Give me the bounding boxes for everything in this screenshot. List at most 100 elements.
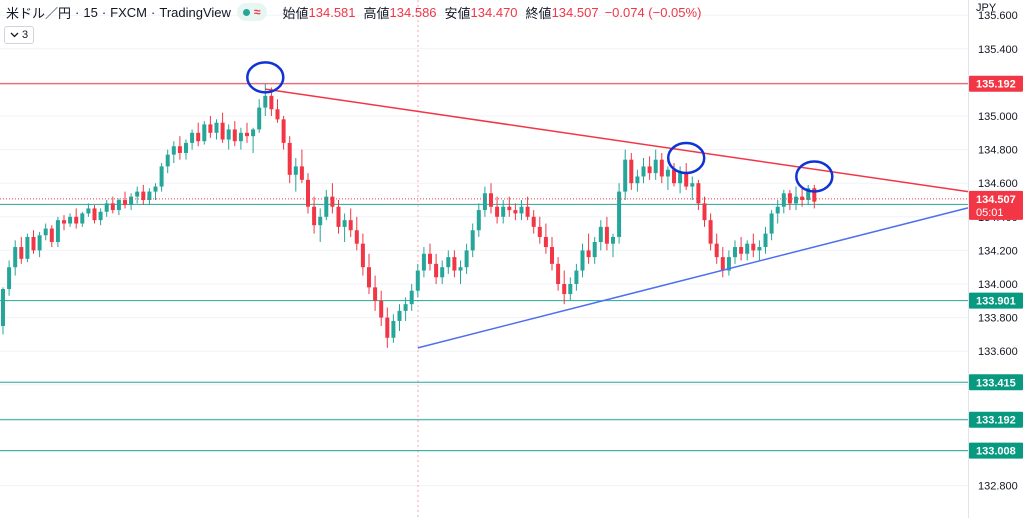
horizontal-levels (0, 83, 968, 452)
candle (360, 233, 365, 276)
price-level-tag[interactable]: 133.008 (969, 442, 1023, 459)
candle (672, 163, 676, 187)
chart-legend: 米ドル／円 · 15 · FXCM · TradingView ≈ 始値 134.… (6, 2, 701, 22)
candle-body (226, 129, 231, 140)
interval-label[interactable]: 15 (83, 4, 98, 20)
candle (1, 287, 5, 335)
candle (489, 183, 493, 214)
candle (623, 149, 628, 200)
low-value: 134.470 (470, 4, 518, 20)
candle (184, 139, 188, 160)
price-tick-label: 134.200 (978, 245, 1018, 257)
candle (336, 200, 341, 234)
candle-body (659, 159, 664, 177)
candle (702, 196, 707, 227)
candle-body (37, 235, 42, 251)
price-tick-label: 134.600 (978, 178, 1018, 190)
candle-body (184, 142, 188, 153)
candle (708, 213, 713, 251)
resistance-trendline[interactable] (265, 88, 969, 193)
candle-body (550, 247, 554, 264)
currency-label[interactable]: JPY (976, 2, 997, 14)
candle-body (604, 226, 609, 244)
high-value: 134.586 (389, 4, 437, 20)
candle (281, 116, 286, 150)
candle-body (495, 206, 500, 217)
indicators-toggle-button[interactable]: 3 (4, 26, 34, 44)
candle (611, 233, 615, 258)
candle-body (336, 206, 341, 227)
support-trendline[interactable] (417, 207, 969, 349)
candle-body (43, 228, 48, 236)
candle (537, 216, 542, 244)
candle (330, 183, 335, 214)
candle (476, 203, 481, 237)
candle (226, 124, 231, 150)
price-tick-label: 133.800 (978, 313, 1018, 325)
candle-body (62, 220, 66, 224)
candle (62, 215, 66, 231)
candle (385, 307, 390, 348)
candle-body (299, 166, 304, 180)
candle-body (153, 186, 158, 192)
trendlines (265, 88, 969, 349)
candle (714, 233, 719, 264)
close-value: 134.507 (551, 4, 599, 20)
indicator-count: 3 (21, 29, 29, 41)
candle (98, 208, 103, 226)
price-tick-label: 132.800 (978, 481, 1018, 493)
candle-body (775, 206, 780, 214)
candle (13, 240, 18, 276)
price-level-tag-label: 135.192 (976, 79, 1016, 91)
candle-body (330, 196, 335, 207)
candle-body (263, 95, 268, 108)
annotation-circle[interactable] (795, 160, 834, 193)
candle-body (665, 169, 670, 177)
candle (367, 253, 371, 295)
candle (720, 247, 725, 278)
candle (391, 314, 396, 343)
price-level-tag[interactable]: 135.192 (969, 75, 1023, 92)
price-level-tag[interactable]: 133.192 (969, 411, 1023, 428)
candle-body (379, 300, 384, 318)
candle (482, 186, 487, 217)
candle (177, 136, 182, 160)
annotation-circle[interactable] (666, 141, 706, 175)
price-level-tag[interactable]: 133.415 (969, 374, 1023, 391)
candle-body (629, 159, 634, 184)
candle-series (1, 84, 817, 348)
candle (373, 275, 378, 311)
candle-body (110, 203, 115, 211)
candle (757, 240, 762, 261)
candle (403, 297, 408, 321)
candle (116, 198, 121, 216)
symbol-name[interactable]: 米ドル／円 (6, 5, 72, 21)
candle (153, 183, 158, 200)
candle-body (574, 270, 579, 284)
price-axis-labels: 135.600135.400135.000134.800134.600134.4… (969, 10, 1023, 493)
candle (19, 236, 24, 264)
candle-body (86, 208, 91, 214)
candle-body (403, 304, 408, 311)
candle (787, 189, 792, 211)
price-level-tag-label: 133.415 (976, 377, 1016, 389)
candle-body (458, 267, 463, 271)
candle-body (568, 284, 573, 295)
open-value: 134.581 (308, 4, 356, 20)
candle (86, 203, 91, 217)
price-level-tag-label: 133.192 (976, 415, 1016, 427)
candle-body (196, 132, 201, 142)
candle-body (55, 220, 60, 242)
annotation-circle[interactable] (246, 61, 285, 94)
candle-body (318, 216, 323, 226)
candle-body (678, 173, 683, 184)
candle (806, 184, 811, 206)
market-status-pill[interactable]: ≈ (236, 3, 267, 21)
candle (751, 233, 756, 258)
candle (513, 203, 518, 221)
price-tick-label: 135.000 (978, 111, 1018, 123)
price-level-tag[interactable]: 133.901 (969, 292, 1023, 309)
candle (409, 284, 414, 311)
